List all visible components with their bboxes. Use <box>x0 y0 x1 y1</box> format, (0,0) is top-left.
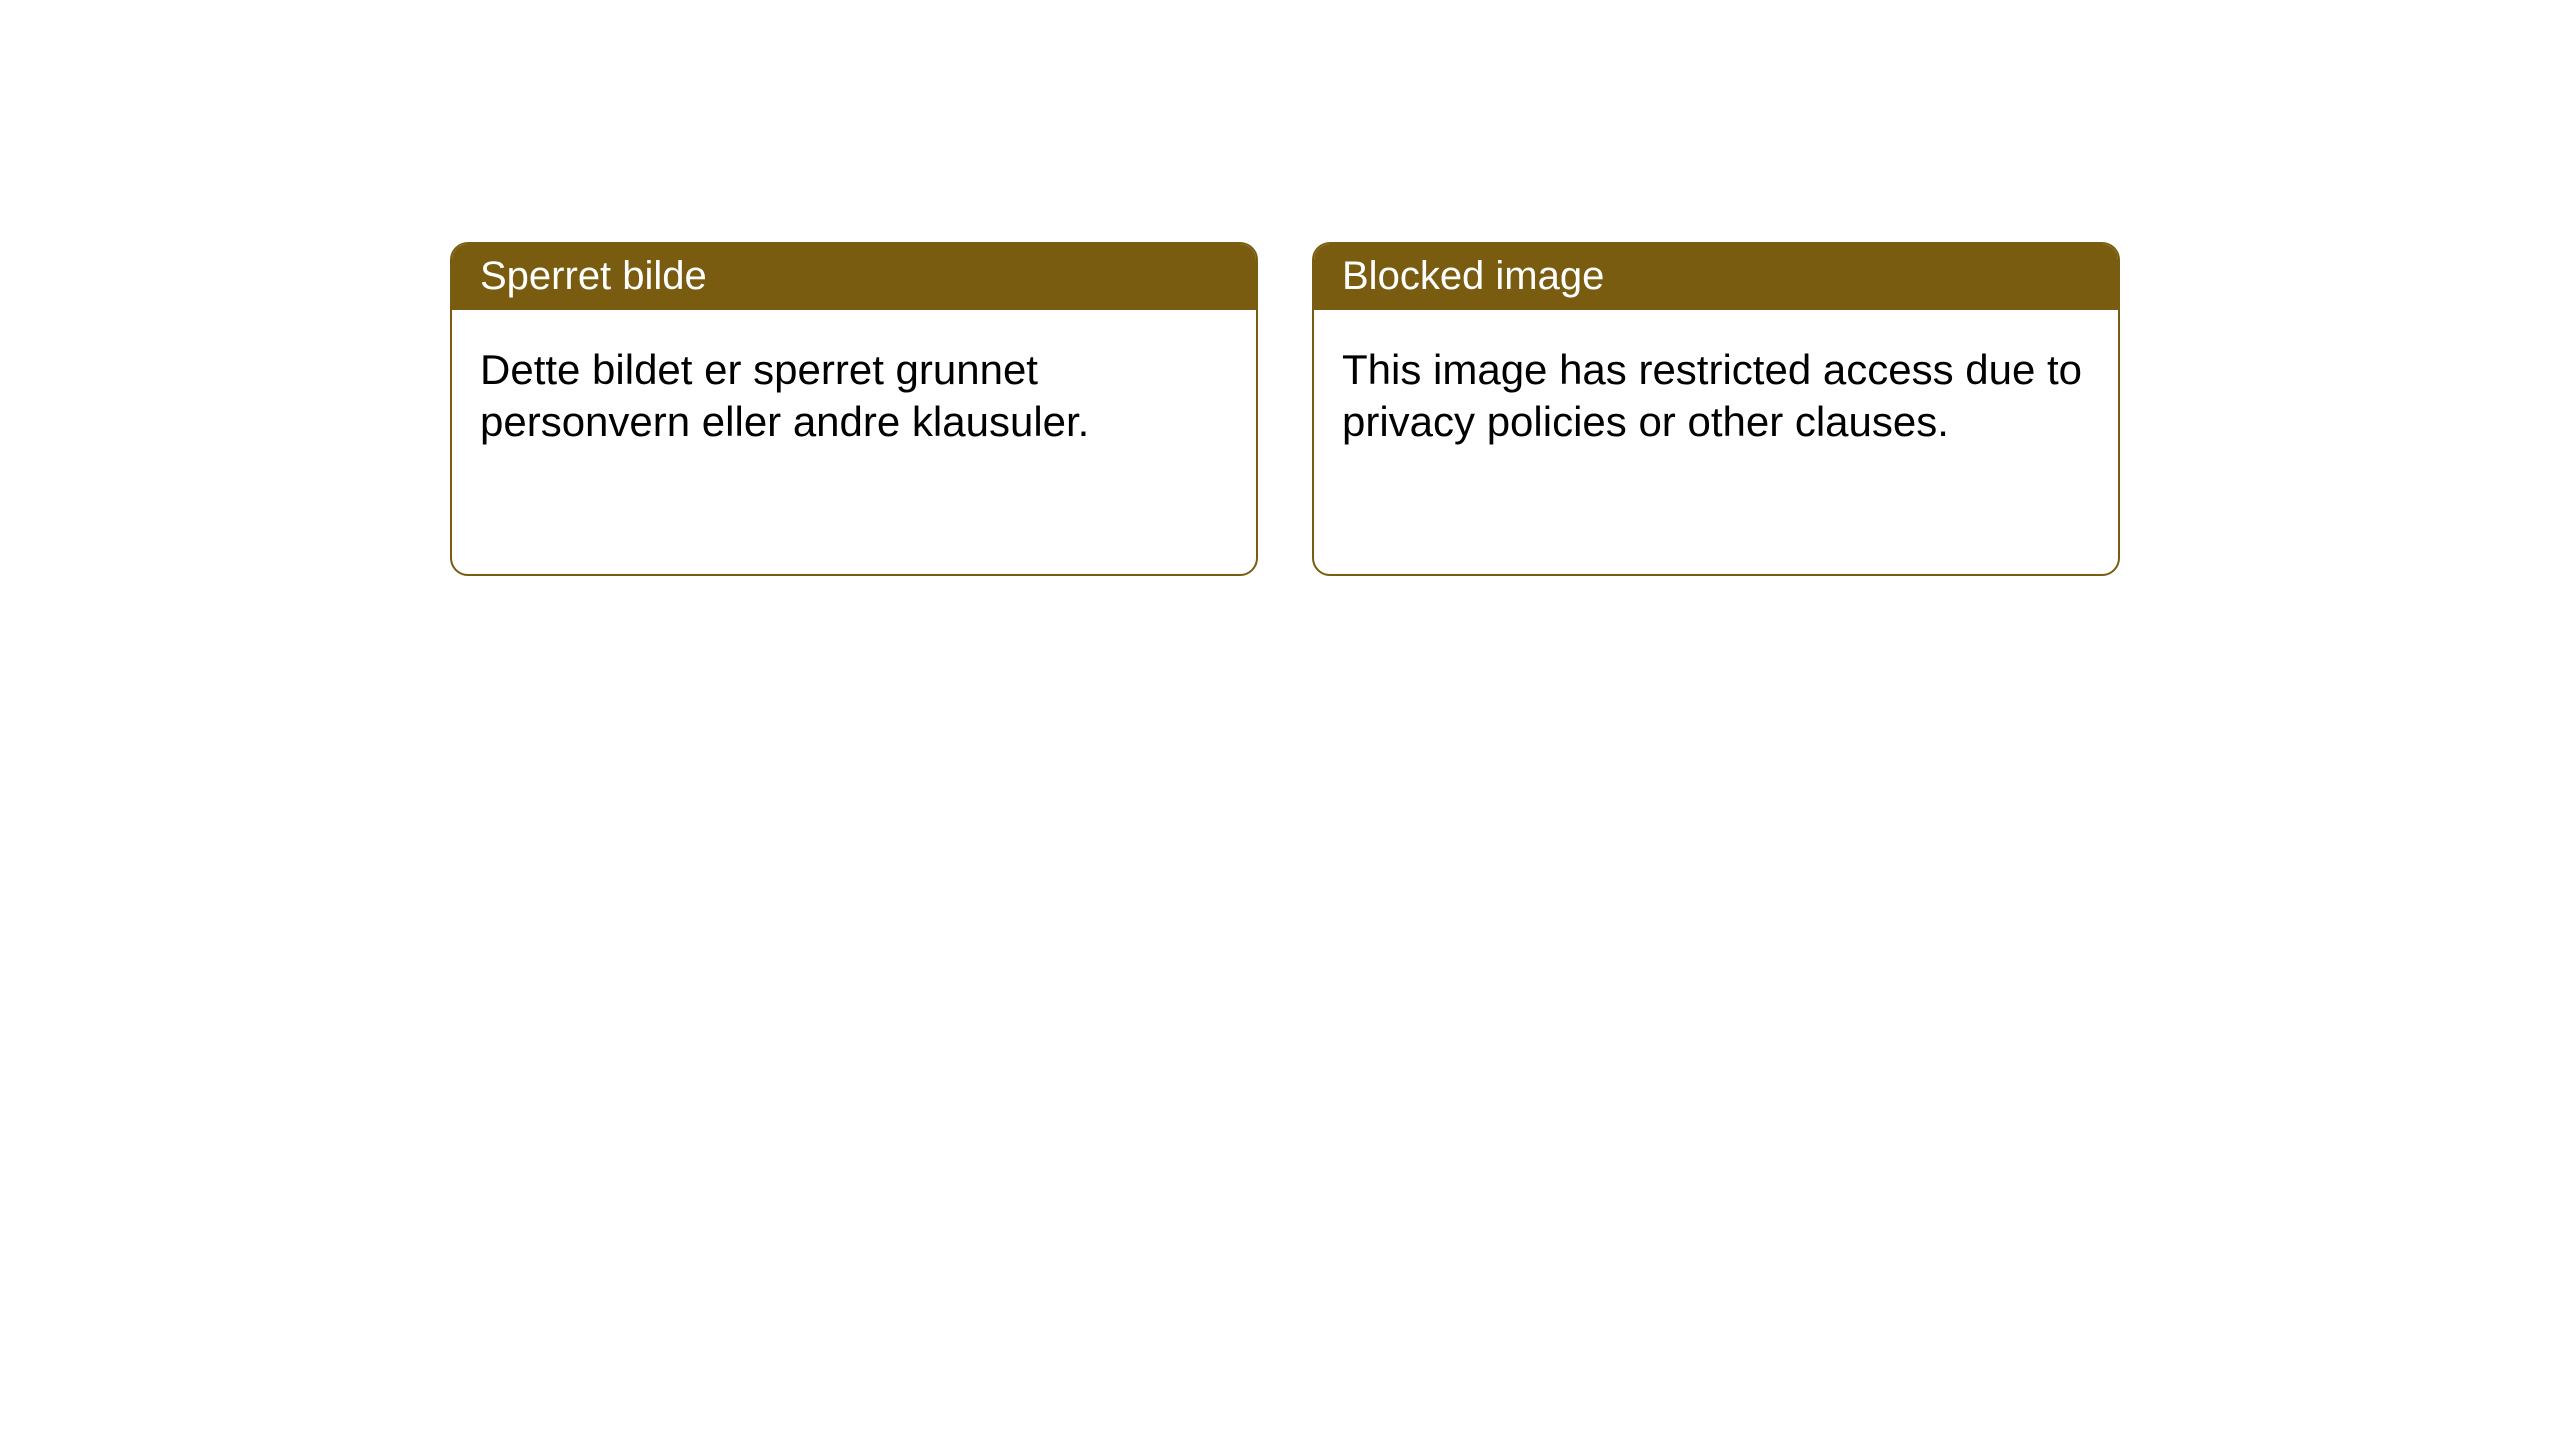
card-body: This image has restricted access due to … <box>1314 310 2118 475</box>
card-title: Blocked image <box>1342 254 1604 298</box>
blocked-image-card-en: Blocked image This image has restricted … <box>1312 242 2120 576</box>
card-body-text: This image has restricted access due to … <box>1342 346 2082 445</box>
card-body: Dette bildet er sperret grunnet personve… <box>452 310 1256 475</box>
card-title: Sperret bilde <box>480 254 707 298</box>
card-header: Blocked image <box>1314 244 2118 310</box>
blocked-image-card-no: Sperret bilde Dette bildet er sperret gr… <box>450 242 1258 576</box>
notice-cards-container: Sperret bilde Dette bildet er sperret gr… <box>450 242 2120 576</box>
card-body-text: Dette bildet er sperret grunnet personve… <box>480 346 1089 445</box>
card-header: Sperret bilde <box>452 244 1256 310</box>
